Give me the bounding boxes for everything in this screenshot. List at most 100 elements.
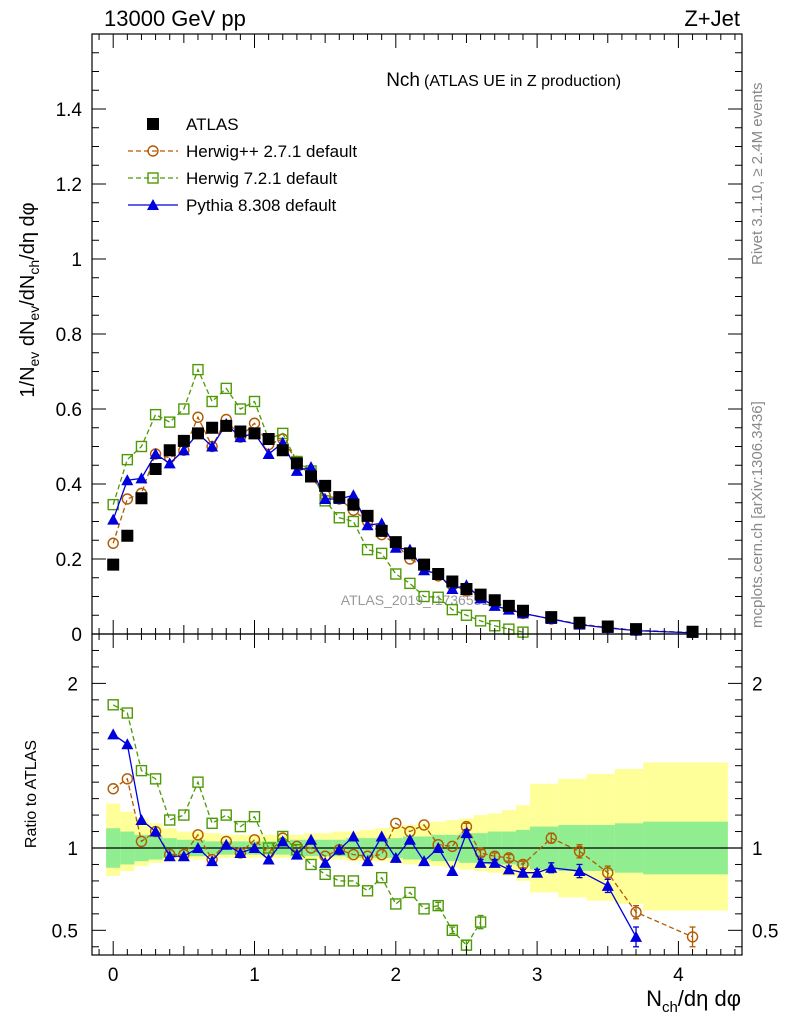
data-point-triangle [573,865,586,877]
data-point-open-square [361,885,374,897]
data-point-open-circle [121,493,134,505]
data-point-square [361,509,374,522]
data-point-open-square [164,416,176,428]
data-point-open-square [234,403,247,415]
data-point-open-square [178,403,190,415]
data-point-square [220,419,233,432]
data-point-triangle [319,493,332,504]
data-point-open-circle [347,848,360,861]
legend-item: Herwig++ 2.7.1 default [128,142,357,161]
data-point-square [418,558,431,571]
legend-item: Herwig 7.2.1 default [128,169,337,188]
rivet-side-label: Rivet 3.1.10, ≥ 2.4M events [749,83,766,266]
data-point-square [163,444,176,457]
data-point-square [319,479,332,492]
data-point-triangle [347,489,360,501]
data-point-triangle [135,814,148,826]
y-tick-label: 0.4 [56,475,83,496]
data-point-square [248,427,261,440]
data-point-open-square [347,515,360,528]
data-point-triangle [276,835,289,847]
data-point-triangle [262,853,275,865]
data-point-open-square [164,814,176,826]
ratio-y-tick-label: 2 [67,674,78,695]
data-point-triangle [333,843,346,855]
data-point-square [432,568,445,580]
data-point-open-circle [418,819,430,831]
data-point-triangle [305,461,318,473]
data-point-triangle [234,846,247,858]
data-point-open-circle [446,840,459,853]
data-point-open-square [347,875,360,887]
y-tick-label: 1.2 [56,175,82,196]
legend-label: ATLAS [186,115,239,134]
data-point-open-square [192,363,204,376]
data-point-square [545,611,558,624]
data-point-open-circle [147,145,159,157]
main-plot-panel: ATLAS_2019_I1736531 00.20.40.60.811.21.4… [17,33,743,646]
data-point-square [234,425,247,438]
data-point-triangle [488,856,501,868]
data-point-triangle [135,472,148,484]
data-point-open-circle [630,906,642,918]
ratio-y-axis-label: Ratio to ATLAS [23,740,40,848]
data-point-open-square [147,172,159,184]
data-point-square [474,588,487,601]
data-point-open-square [248,395,261,408]
data-point-open-circle [192,829,204,841]
data-point-open-square [446,603,459,616]
y-tick-label: 1 [71,250,82,271]
y-tick-label: 0.2 [56,550,82,571]
data-point-open-square [220,382,232,395]
x-tick-label: 2 [391,965,402,986]
data-point-open-circle [686,931,699,943]
y-tick-label: 0 [71,625,82,646]
data-point-triangle [147,199,159,210]
data-point-triangle [347,830,360,842]
data-point-open-circle [107,537,119,549]
legend: ATLAS Herwig++ 2.7.1 default Herwig 7.2.1 … [128,115,357,215]
data-point-open-square [135,764,148,777]
data-point-open-square [149,773,162,785]
y-tick-label: 0.6 [56,400,82,421]
data-point-open-circle [375,848,388,861]
data-point-square [516,604,529,617]
data-point-square [262,433,275,445]
data-point-open-square [390,568,402,580]
ratio-y-tick-label: 0.5 [52,921,78,942]
data-point-triangle [361,519,374,531]
data-point-triangle [121,474,134,486]
data-point-open-circle [503,852,515,864]
data-point-open-square [375,547,388,560]
data-point-triangle [248,842,261,853]
data-point-triangle [432,842,445,853]
series-line [112,777,693,938]
energy-label: 13000 GeV pp [104,6,246,31]
data-point-triangle [290,464,303,476]
ratio-plot-panel: 0 1 2 3 4 0.5 0.5 1 1 2 2 Ratio to ATLAS [23,633,778,986]
ratio-y-tick-label: 1 [67,839,78,860]
data-point-triangle [375,830,388,842]
data-point-triangle [474,856,487,868]
data-point-square [460,583,473,595]
data-point-triangle [319,856,332,868]
legend-item: ATLAS [147,115,239,134]
data-point-triangle [163,850,176,862]
data-point-triangle [446,583,459,594]
data-point-triangle [107,728,120,740]
data-point-open-square [248,811,261,823]
data-point-open-square [432,899,444,912]
x-tick-label: 4 [673,965,684,986]
data-point-triangle [220,838,233,850]
data-point-triangle [149,825,162,837]
data-point-triangle [290,848,303,860]
data-point-open-square [305,858,317,871]
y-tick-label: 0.8 [56,325,82,346]
data-point-square [191,427,204,440]
data-point-square [446,575,459,588]
data-point-square [502,599,515,612]
legend-label: Herwig 7.2.1 default [186,169,337,188]
data-point-open-circle [107,783,119,795]
data-point-open-square [107,699,119,711]
ratio-y-tick-label-right: 1 [752,839,763,860]
